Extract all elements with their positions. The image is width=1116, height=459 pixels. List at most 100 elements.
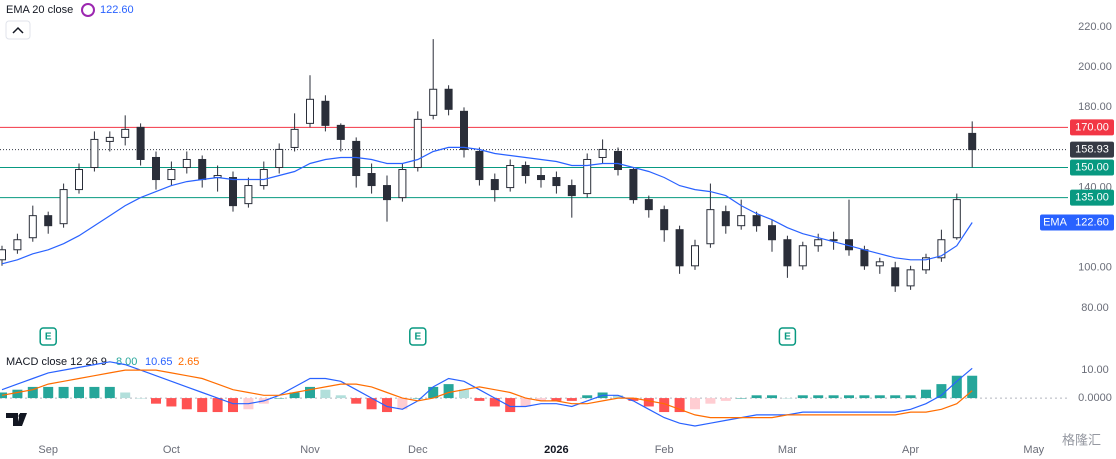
macd-histogram-bar bbox=[474, 398, 485, 401]
macd-histogram-bar bbox=[582, 395, 593, 399]
macd-histogram-bar bbox=[736, 398, 747, 399]
macd-histogram-bar bbox=[43, 386, 54, 399]
candle-body bbox=[614, 150, 622, 171]
x-tick-label: Sep bbox=[38, 444, 58, 456]
macd-histogram-bar bbox=[320, 389, 331, 399]
macd-histogram-bar bbox=[551, 398, 562, 401]
candle-body bbox=[968, 132, 977, 151]
candle-body bbox=[321, 100, 330, 126]
macd-histogram-bar bbox=[428, 386, 439, 399]
macd-value: 10.65 bbox=[145, 356, 173, 368]
macd-histogram-bar bbox=[305, 386, 315, 399]
candle-body bbox=[567, 185, 576, 197]
macd-histogram-bar bbox=[828, 395, 839, 399]
macd-histogram-bar bbox=[289, 392, 300, 399]
macd-histogram-bar bbox=[613, 395, 623, 399]
candle-body bbox=[198, 158, 207, 181]
candle-body bbox=[352, 140, 361, 177]
candle-body bbox=[182, 158, 191, 169]
macd-histogram-bar bbox=[27, 386, 38, 399]
macd-histogram-bar bbox=[212, 398, 223, 413]
macd-histogram-bar bbox=[412, 398, 423, 399]
candle-body bbox=[937, 239, 946, 259]
candle-body bbox=[367, 173, 376, 187]
ema-line bbox=[1, 146, 973, 265]
candle-body bbox=[306, 98, 314, 124]
x-tick-label: Oct bbox=[163, 444, 180, 456]
collapse-icon bbox=[12, 26, 24, 34]
earnings-label: E bbox=[784, 332, 791, 343]
macd-histogram-bar bbox=[12, 389, 23, 399]
x-tick-label: 2026 bbox=[544, 444, 568, 456]
macd-histogram-bar bbox=[936, 384, 947, 399]
earnings-marker[interactable] bbox=[409, 327, 427, 346]
candle-body bbox=[121, 128, 130, 138]
macd-histogram-bar bbox=[859, 395, 870, 399]
earnings-marker[interactable] bbox=[778, 327, 797, 346]
macd-histogram-bar bbox=[228, 398, 238, 413]
macd-histogram-bar bbox=[705, 398, 716, 404]
candle-body bbox=[275, 148, 284, 169]
ema-badge bbox=[1040, 214, 1114, 231]
candle-body bbox=[90, 138, 99, 169]
macd-histogram-bar bbox=[489, 398, 500, 407]
macd-histogram-bar bbox=[751, 395, 762, 399]
candle-body bbox=[429, 88, 438, 116]
collapse-button[interactable] bbox=[5, 20, 31, 40]
macd-histogram-bar bbox=[74, 386, 84, 399]
macd-histogram-bar bbox=[459, 389, 469, 399]
macd-histogram-bar bbox=[89, 386, 100, 399]
indicator-value: 122.60 bbox=[100, 4, 134, 16]
tv-logo-dot bbox=[18, 413, 24, 419]
candle-body bbox=[259, 169, 268, 187]
macd-histogram-bar bbox=[797, 395, 808, 399]
candle-body bbox=[629, 169, 638, 201]
candle-body bbox=[691, 245, 699, 267]
tv-logo[interactable] bbox=[6, 413, 27, 426]
macd-histogram-bar bbox=[397, 398, 408, 410]
x-tick-label: Feb bbox=[655, 444, 674, 456]
x-tick-label: Mar bbox=[778, 444, 797, 456]
level-label: 170.00 bbox=[1075, 121, 1109, 133]
candle-body bbox=[13, 239, 22, 251]
candle-body bbox=[490, 179, 499, 191]
macd-histogram-bar bbox=[967, 375, 978, 399]
macd-histogram-bar bbox=[813, 395, 824, 399]
candle-body bbox=[167, 169, 176, 181]
level-badge bbox=[1070, 159, 1114, 176]
y-tick-label: 100.00 bbox=[1078, 262, 1112, 274]
candle-body bbox=[891, 267, 900, 287]
candle-body bbox=[336, 124, 345, 140]
candle-body bbox=[952, 199, 961, 239]
candle-body bbox=[28, 215, 37, 239]
macd-histogram-bar bbox=[874, 395, 885, 399]
macd-histogram-bar bbox=[505, 398, 516, 413]
watermark: 格隆汇 bbox=[1062, 432, 1101, 447]
candle-body bbox=[44, 215, 53, 227]
candle-body bbox=[644, 199, 653, 211]
macd-histogram-bar bbox=[890, 395, 901, 399]
earnings-marker[interactable] bbox=[39, 327, 57, 346]
macd-histogram-bar bbox=[520, 398, 531, 407]
indicator-icon[interactable] bbox=[81, 3, 95, 17]
macd-histogram-bar bbox=[844, 395, 854, 399]
macd-histogram-bar bbox=[135, 398, 146, 399]
earnings-label: E bbox=[414, 332, 421, 343]
macd-tick-label: 10.00 bbox=[1081, 364, 1109, 376]
candle-body bbox=[875, 261, 884, 267]
candle-body bbox=[660, 209, 669, 231]
earnings-label: E bbox=[45, 332, 52, 343]
macd-line bbox=[1, 361, 973, 427]
y-tick-label: 220.00 bbox=[1078, 21, 1112, 33]
macd-histogram-bar bbox=[643, 398, 654, 407]
macd-histogram-bar bbox=[151, 398, 161, 404]
macd-histogram-bar bbox=[536, 398, 546, 401]
tv-logo-mark bbox=[6, 413, 27, 426]
candle-body bbox=[768, 225, 776, 241]
candle-body bbox=[506, 165, 515, 189]
macd-histogram-bar bbox=[951, 375, 962, 399]
header: EMA 20 close 122.60 bbox=[5, 3, 134, 40]
level-badge bbox=[1070, 119, 1114, 136]
macd-histogram-bar bbox=[197, 398, 208, 413]
